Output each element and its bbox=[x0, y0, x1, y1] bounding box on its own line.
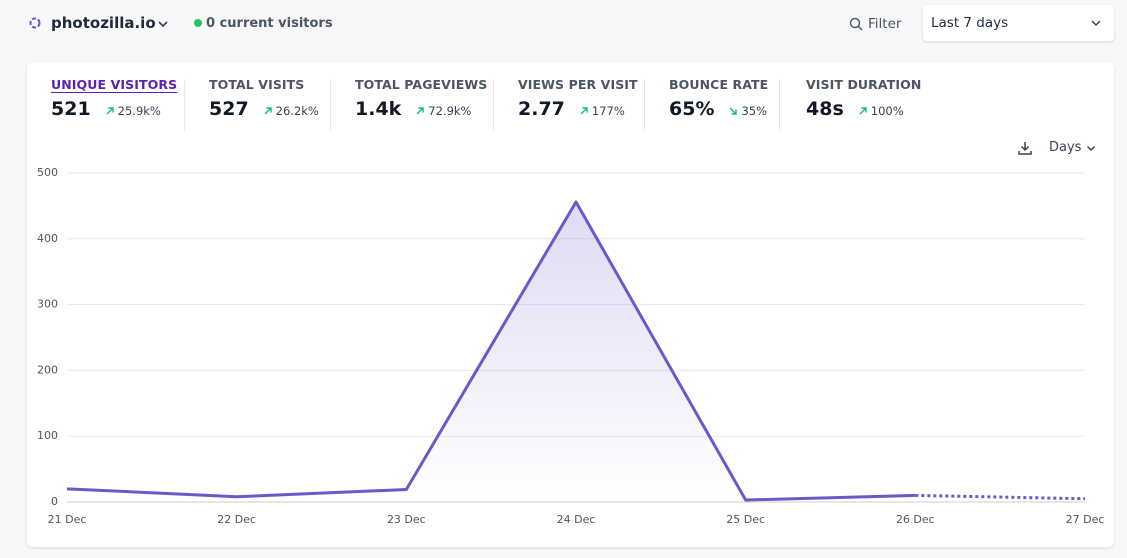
x-tick-label: 25 Dec bbox=[726, 513, 765, 526]
x-tick-label: 21 Dec bbox=[48, 513, 87, 526]
y-tick-label: 300 bbox=[37, 298, 58, 311]
x-tick-label: 24 Dec bbox=[557, 513, 596, 526]
y-tick-label: 500 bbox=[37, 166, 58, 179]
trend-arrow bbox=[729, 107, 738, 115]
y-tick-label: 400 bbox=[37, 232, 58, 245]
arrow-path bbox=[106, 107, 114, 115]
period-chevron bbox=[1091, 20, 1101, 27]
trend-arrow bbox=[416, 107, 424, 115]
stat-divider bbox=[644, 79, 645, 131]
trend-arrow bbox=[580, 107, 588, 115]
stat-change: 177% bbox=[579, 104, 625, 118]
stat-change-text: 35% bbox=[741, 104, 768, 118]
stat-label: TOTAL VISITS bbox=[209, 77, 305, 92]
stat-change: 100% bbox=[858, 104, 904, 118]
arrow-path bbox=[729, 107, 738, 115]
arrow-path bbox=[264, 107, 272, 115]
x-tick-label: 23 Dec bbox=[387, 513, 426, 526]
stat-divider bbox=[330, 79, 331, 131]
interval-chevron[interactable] bbox=[1085, 142, 1097, 154]
area bbox=[67, 201, 916, 502]
stat-value: 48s bbox=[806, 98, 844, 120]
x-tick-label: 26 Dec bbox=[896, 513, 935, 526]
stat-label: VISIT DURATION bbox=[806, 77, 922, 92]
arrow-path bbox=[580, 107, 588, 115]
stat-change: 26.2k% bbox=[263, 104, 319, 118]
arrow-path bbox=[416, 107, 424, 115]
download-icon[interactable] bbox=[1017, 140, 1033, 156]
trend-arrow bbox=[106, 107, 114, 115]
stat[interactable]: UNIQUE VISITORS 521 25.9k% bbox=[51, 77, 177, 120]
x-tick-label: 27 Dec bbox=[1066, 513, 1105, 526]
stat-change: 25.9k% bbox=[105, 104, 161, 118]
site-chevron[interactable] bbox=[157, 18, 169, 30]
stat-value: 527 bbox=[209, 98, 249, 120]
stat-divider bbox=[779, 79, 780, 131]
line bbox=[915, 493, 1086, 501]
stat: VISIT DURATION 48s 100% bbox=[806, 77, 921, 120]
stat: TOTAL VISITS 527 26.2k% bbox=[209, 77, 319, 120]
stat-change-text: 26.2k% bbox=[275, 104, 319, 118]
trend-arrow bbox=[859, 107, 867, 115]
period-select[interactable]: Last 7 days bbox=[923, 5, 1114, 41]
stat-change-text: 100% bbox=[870, 104, 904, 118]
search-icon[interactable] bbox=[849, 17, 863, 31]
stat-change: 35% bbox=[728, 104, 767, 118]
y-tick-label: 200 bbox=[37, 363, 58, 376]
stat-value: 65% bbox=[669, 98, 715, 120]
interval-select[interactable]: Days bbox=[1049, 140, 1082, 155]
line bbox=[66, 200, 916, 502]
trend-arrow bbox=[264, 107, 272, 115]
stat-value: 521 bbox=[51, 98, 91, 120]
live-dot bbox=[194, 19, 202, 27]
arrow-path bbox=[859, 107, 867, 115]
stat-label: BOUNCE RATE bbox=[669, 77, 769, 92]
current-visitors[interactable]: 0 current visitors bbox=[206, 16, 333, 31]
x-tick-label: 22 Dec bbox=[217, 513, 256, 526]
period-label: Last 7 days bbox=[931, 15, 1009, 31]
stat-label: TOTAL PAGEVIEWS bbox=[355, 77, 488, 92]
stat-divider bbox=[493, 79, 494, 131]
y-tick-label: 100 bbox=[37, 429, 58, 442]
stat-change-text: 177% bbox=[591, 104, 625, 118]
stat-value: 1.4k bbox=[355, 98, 402, 120]
stat: TOTAL PAGEVIEWS 1.4k 72.9k% bbox=[355, 77, 487, 120]
stat-divider bbox=[184, 79, 185, 131]
stat-label: VIEWS PER VISIT bbox=[518, 77, 638, 92]
stat: BOUNCE RATE 65% 35% bbox=[669, 77, 768, 120]
y-tick-label: 0 bbox=[51, 495, 58, 508]
stat-change: 72.9k% bbox=[415, 104, 472, 118]
site-logo bbox=[29, 17, 41, 29]
stat-value: 2.77 bbox=[518, 98, 565, 120]
site-name[interactable]: photozilla.io bbox=[51, 14, 156, 32]
filter-button[interactable]: Filter bbox=[868, 16, 902, 32]
stat-label: UNIQUE VISITORS bbox=[51, 77, 178, 92]
stat: VIEWS PER VISIT 2.77 177% bbox=[518, 77, 638, 120]
stat-change-text: 72.9k% bbox=[428, 104, 472, 118]
stat-change-text: 25.9k% bbox=[117, 104, 161, 118]
